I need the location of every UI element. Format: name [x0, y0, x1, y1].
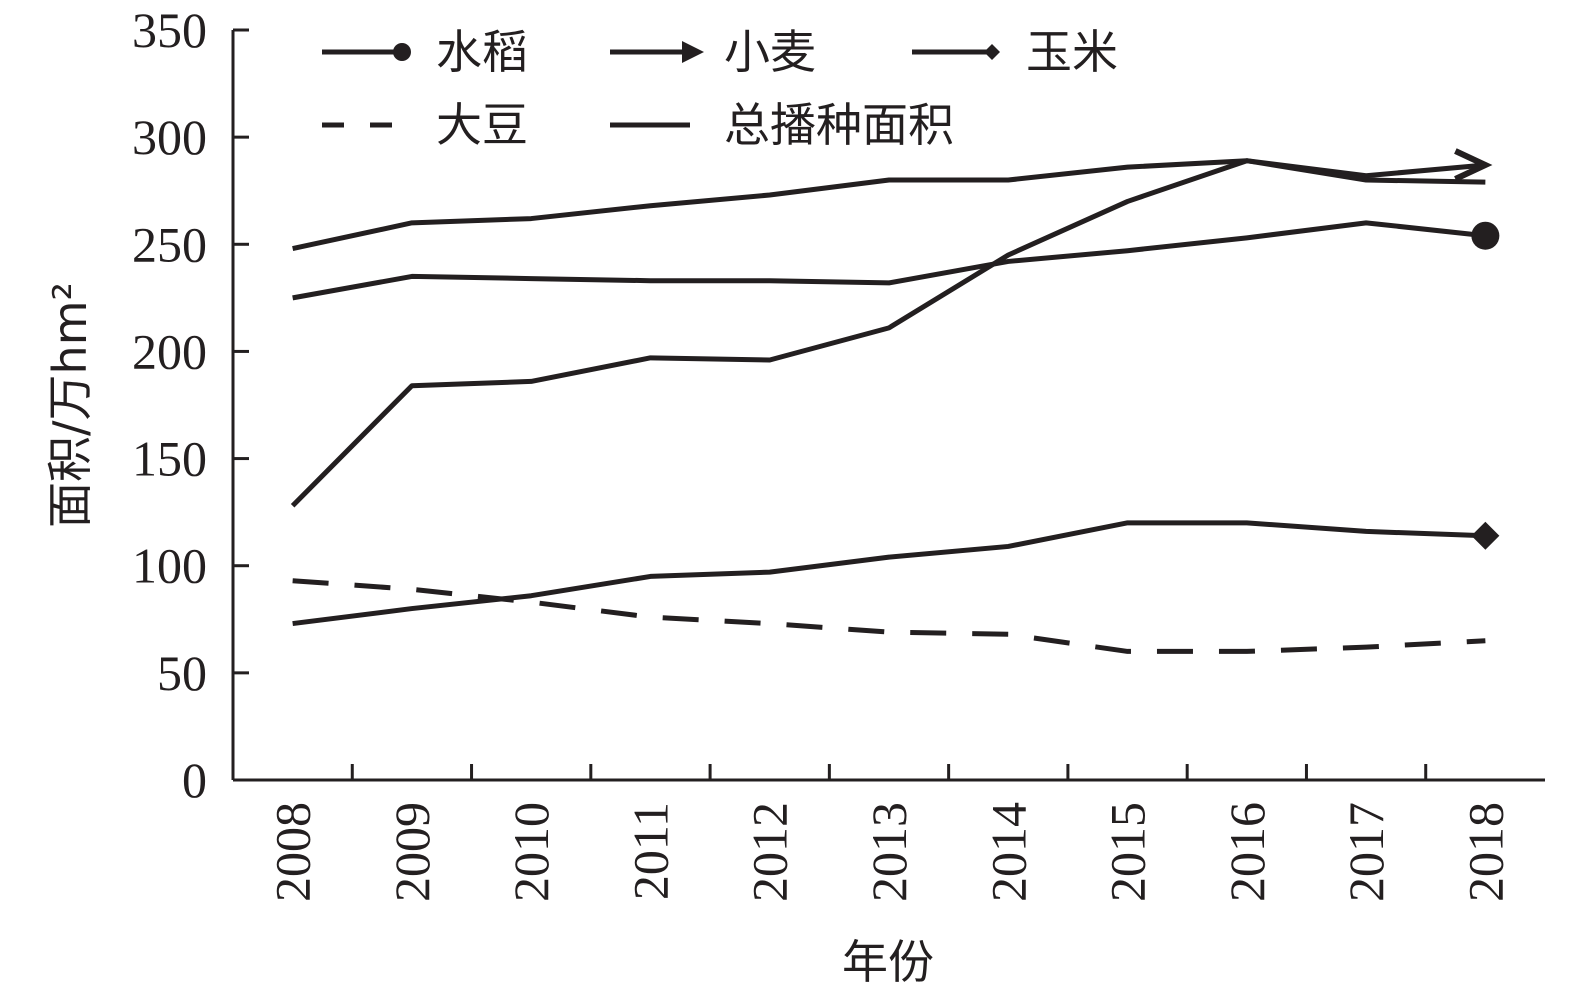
series-1	[292, 220, 1500, 301]
x-tick-label: 2012	[742, 802, 798, 902]
series-line	[292, 578, 1486, 654]
legend-item: 玉米	[912, 25, 1118, 79]
x-tick-label: 2011	[622, 802, 678, 900]
y-axis-title: 面积/万hm²	[43, 282, 97, 528]
x-tick-label: 2010	[503, 802, 559, 902]
legend-item: 总播种面积	[610, 98, 954, 152]
series-line	[290, 158, 1486, 508]
series-end-marker	[1471, 221, 1500, 250]
x-tick-label: 2016	[1219, 802, 1275, 902]
x-tick-label: 2014	[980, 802, 1036, 902]
legend-label: 大豆	[436, 98, 528, 152]
y-tick-label: 50	[157, 645, 207, 701]
series-2	[290, 148, 1493, 508]
x-tick-label: 2015	[1100, 802, 1156, 902]
legend-item: 小麦	[610, 25, 816, 79]
series-line	[292, 520, 1486, 627]
legend-label: 小麦	[724, 25, 816, 79]
series-5	[292, 158, 1486, 252]
x-tick-label: 2008	[265, 802, 321, 902]
legend-marker	[393, 43, 411, 61]
series-4	[292, 578, 1486, 654]
series-group	[290, 148, 1500, 654]
series-end-marker	[1454, 148, 1493, 182]
y-tick-label: 250	[132, 216, 207, 272]
legend-marker	[984, 44, 1000, 60]
legend-item: 大豆	[322, 98, 528, 152]
legend-item: 水稻	[322, 25, 528, 79]
x-tick-label: 2013	[861, 802, 917, 902]
series-line	[292, 220, 1486, 301]
series-line	[292, 158, 1486, 252]
legend-label: 水稻	[436, 25, 528, 79]
x-tick-label: 2018	[1457, 802, 1513, 902]
series-3	[292, 520, 1500, 627]
y-tick-label: 0	[182, 752, 207, 808]
x-axis-title: 年份	[842, 935, 934, 989]
y-tick-label: 200	[132, 323, 207, 379]
x-tick-label: 2017	[1338, 802, 1394, 902]
axes: 0 50 100 150 200 250 300 350 2008 2009 2010 2011 201…	[132, 2, 1545, 902]
y-tick-label: 100	[132, 538, 207, 594]
y-tick-label: 150	[132, 431, 207, 487]
x-tick-label: 2009	[384, 802, 440, 902]
series-end-marker	[1471, 521, 1500, 550]
y-tick-label: 300	[132, 109, 207, 165]
y-tick-label: 350	[132, 2, 207, 58]
legend-label: 总播种面积	[724, 98, 954, 152]
legend-marker	[682, 41, 704, 63]
legend-label: 玉米	[1026, 25, 1118, 79]
